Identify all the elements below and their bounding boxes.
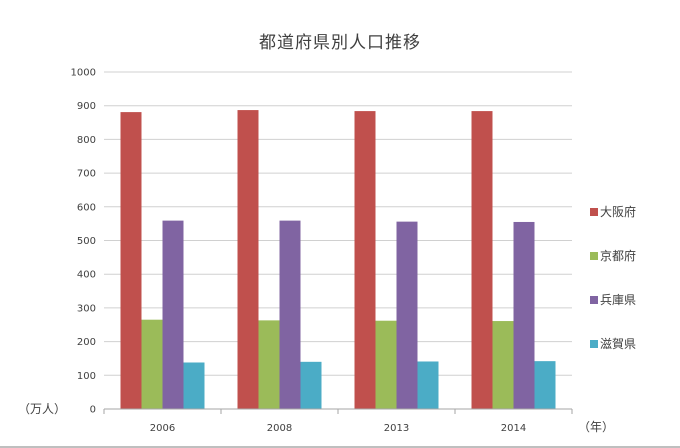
y-tick-label: 0 — [90, 405, 96, 416]
bar — [141, 319, 163, 409]
y-tick-label: 1000 — [71, 68, 96, 79]
x-tick-label: 2008 — [267, 423, 292, 434]
x-axis: 2006 2008 2013 2014 — [103, 408, 573, 434]
bar — [534, 361, 556, 409]
bar — [162, 220, 184, 409]
y-tick-label: 500 — [77, 236, 96, 247]
bar — [471, 111, 493, 409]
bars — [120, 110, 556, 410]
bar — [375, 320, 397, 409]
legend-label: 滋賀県 — [600, 337, 636, 351]
bar — [237, 110, 259, 410]
y-tick-label: 800 — [77, 135, 96, 146]
bar — [279, 220, 301, 409]
chart-title: 都道府県別人口推移 — [259, 33, 421, 53]
x-tick-label: 2014 — [501, 423, 526, 434]
legend-swatch — [590, 208, 598, 216]
bar — [513, 221, 535, 409]
bar — [183, 362, 205, 409]
legend-label: 大阪府 — [600, 204, 636, 219]
y-tick-label: 100 — [77, 371, 96, 382]
y-tick-label: 400 — [77, 270, 96, 281]
x-unit-label: （年） — [578, 420, 614, 434]
y-tick-label: 600 — [77, 202, 96, 213]
gridlines — [104, 71, 572, 376]
y-axis-ticks: 0 100 200 300 400 500 600 700 800 900 1000 — [71, 68, 96, 416]
y-tick-label: 900 — [77, 101, 96, 112]
legend-label: 京都府 — [600, 248, 636, 263]
bar — [354, 111, 376, 409]
bar — [258, 320, 280, 409]
y-tick-label: 300 — [77, 303, 96, 314]
y-tick-label: 700 — [77, 169, 96, 180]
y-unit-label: （万人） — [18, 402, 66, 416]
y-tick-label: 200 — [77, 337, 96, 348]
bar — [396, 221, 418, 409]
bar — [492, 321, 514, 409]
bar — [300, 361, 322, 409]
legend-label: 兵庫県 — [600, 293, 636, 307]
bar — [417, 361, 439, 409]
legend-swatch — [590, 252, 598, 260]
x-tick-label: 2013 — [384, 423, 409, 434]
bar — [120, 112, 142, 409]
legend-swatch — [590, 296, 598, 304]
legend-swatch — [590, 340, 598, 348]
x-tick-label: 2006 — [150, 423, 175, 434]
